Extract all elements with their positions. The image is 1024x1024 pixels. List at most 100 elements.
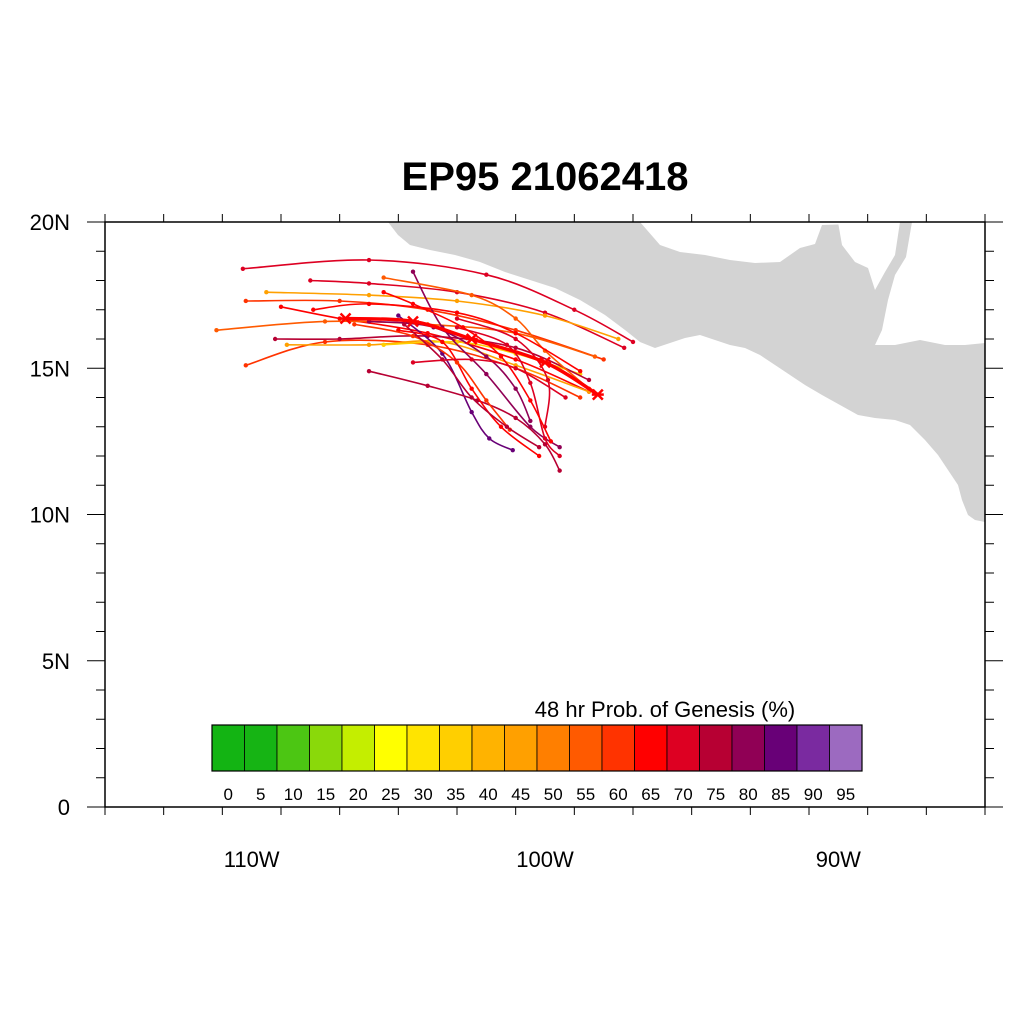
track-point (337, 298, 342, 304)
track-point (484, 371, 489, 377)
track-point (557, 453, 562, 459)
colorbar-label: 95 (836, 785, 855, 804)
track-point (243, 363, 248, 368)
ensemble-track-15 (396, 328, 542, 459)
ensemble-track-13 (366, 368, 562, 473)
track-point (410, 301, 416, 307)
x-tick-label: 110W (224, 847, 280, 872)
ensemble-track-14 (454, 325, 562, 459)
track-point (366, 368, 372, 374)
y-tick-label: 10N (30, 503, 70, 528)
track-point (469, 357, 474, 362)
track-point (578, 368, 583, 374)
x-tick-label: 100W (516, 847, 574, 872)
colorbar-label: 30 (414, 785, 433, 804)
track-point (366, 257, 372, 263)
colorbar-swatch (276, 724, 310, 772)
y-tick-label: 5N (42, 649, 70, 674)
track-point (528, 418, 533, 424)
ensemble-track-3 (240, 257, 636, 345)
track-line (412, 358, 566, 399)
track-point (545, 377, 551, 383)
track-point (513, 386, 518, 391)
track-point (337, 336, 342, 342)
track-point (469, 292, 474, 298)
track-point (278, 304, 284, 310)
track-point (352, 322, 357, 327)
track-point (542, 313, 548, 318)
track-point (513, 357, 518, 362)
track-point (454, 298, 460, 304)
track-point (563, 395, 568, 400)
colorbar-label: 40 (479, 785, 498, 804)
track-point (542, 436, 548, 441)
track-point (528, 398, 533, 403)
colorbar-label: 35 (446, 785, 465, 804)
track-point (410, 360, 416, 365)
track-point (513, 366, 518, 371)
colorbar-swatch (731, 724, 765, 772)
colorbar-title: 48 hr Prob. of Genesis (%) (535, 697, 795, 722)
colorbar-label: 55 (576, 785, 595, 804)
colorbar-swatch (309, 724, 343, 772)
ensemble-track-4 (264, 290, 621, 342)
track-point (284, 342, 290, 348)
track-point (366, 301, 372, 307)
colorbar-swatch (536, 724, 570, 772)
colorbar-label: 50 (544, 785, 563, 804)
mean-track-marker (465, 333, 478, 345)
track-point (308, 278, 313, 283)
track-point (322, 319, 328, 324)
track-point (484, 354, 489, 359)
colorbar-swatch (471, 724, 505, 772)
colorbar-label: 10 (284, 785, 303, 804)
track-point (460, 325, 466, 330)
track-point (572, 307, 577, 312)
track-point (396, 313, 401, 318)
y-tick-label: 20N (30, 210, 70, 235)
ensemble-track-22 (311, 301, 583, 374)
track-point (513, 345, 518, 350)
colorbar-swatch (569, 724, 603, 772)
track-point (366, 292, 372, 298)
track-point (264, 290, 269, 295)
colorbar-swatch (666, 724, 700, 772)
track-point (536, 445, 542, 450)
colorbar-label: 45 (511, 785, 530, 804)
colorbar-swatch (374, 724, 408, 772)
x-tick-label: 90W (816, 847, 861, 872)
track-point (513, 415, 518, 421)
track-point (616, 336, 621, 342)
track-point (578, 395, 583, 400)
track-point (498, 354, 504, 359)
track-line (368, 370, 561, 471)
track-point (454, 325, 460, 330)
mean-track-marker (539, 356, 551, 369)
track-point (425, 383, 430, 388)
track-point (469, 386, 474, 391)
colorbar-swatch (211, 724, 245, 772)
track-point (454, 316, 460, 321)
colorbar-label: 20 (349, 785, 368, 804)
ensemble-track-20 (402, 322, 542, 450)
track-point (536, 453, 542, 459)
track-point (366, 342, 372, 348)
genesis-probability-colorbar: 0 5 10 15 20 25 30 35 40 45 50 55 60 65 70 75 80 85 90 95 (211, 724, 863, 804)
track-point (402, 322, 407, 327)
track-point (504, 342, 510, 348)
colorbar-swatch (341, 724, 375, 772)
colorbar-swatch (829, 724, 863, 772)
colorbar-swatch (406, 724, 440, 772)
colorbar-swatch (764, 724, 798, 772)
track-point (381, 290, 386, 295)
track-point (487, 436, 492, 441)
colorbar-swatch (601, 724, 635, 772)
track-point (513, 330, 518, 336)
track-point (272, 336, 278, 342)
colorbar-label: 25 (381, 785, 400, 804)
track-point (410, 269, 416, 274)
y-tick-label: 0 (58, 795, 70, 820)
colorbar-swatch (699, 724, 733, 772)
track-point (557, 468, 562, 473)
